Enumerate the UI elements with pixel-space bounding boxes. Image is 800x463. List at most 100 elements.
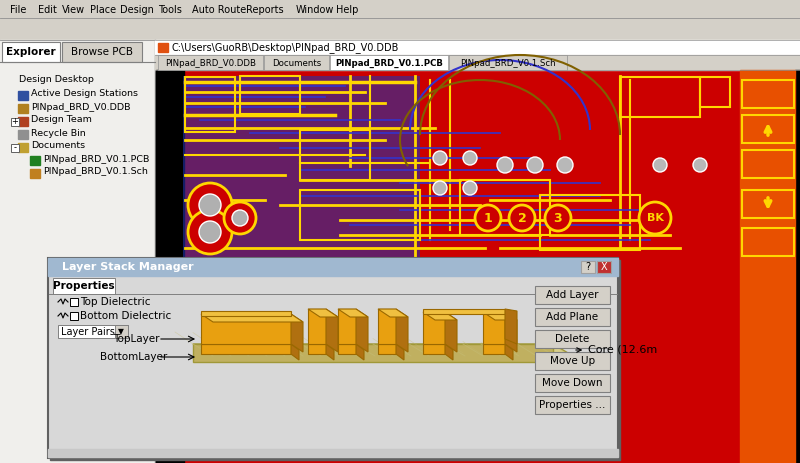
Bar xyxy=(742,190,794,218)
Text: Edit: Edit xyxy=(38,5,57,15)
Bar xyxy=(581,261,595,273)
Text: Core (12.6m: Core (12.6m xyxy=(576,345,658,355)
Bar xyxy=(742,80,794,108)
Bar xyxy=(155,55,800,70)
Polygon shape xyxy=(423,312,457,320)
Text: Design Desktop: Design Desktop xyxy=(19,75,94,83)
Bar xyxy=(2,42,60,62)
Bar xyxy=(535,308,610,326)
Text: Documents: Documents xyxy=(272,58,321,68)
Circle shape xyxy=(463,181,477,195)
Text: Properties ...: Properties ... xyxy=(539,400,606,410)
Polygon shape xyxy=(378,344,396,354)
Circle shape xyxy=(188,183,232,227)
Text: +: + xyxy=(11,118,18,126)
Text: Browse PCB: Browse PCB xyxy=(71,47,133,57)
Bar xyxy=(155,40,800,55)
Bar xyxy=(18,143,28,152)
Polygon shape xyxy=(483,344,505,354)
Bar xyxy=(70,298,78,306)
Polygon shape xyxy=(356,344,364,360)
Circle shape xyxy=(433,181,447,195)
Circle shape xyxy=(463,151,477,165)
Bar xyxy=(53,278,115,294)
Polygon shape xyxy=(445,344,453,360)
Bar xyxy=(535,352,610,370)
Bar xyxy=(597,261,611,273)
Bar xyxy=(740,70,795,463)
Bar xyxy=(185,77,235,132)
Text: ▼: ▼ xyxy=(118,327,124,337)
Text: PINpad_BRD_V0.1.PCB: PINpad_BRD_V0.1.PCB xyxy=(335,58,443,68)
Bar xyxy=(700,77,730,107)
Polygon shape xyxy=(378,309,408,317)
Bar xyxy=(11,144,19,152)
Bar xyxy=(158,43,168,52)
Text: Design Team: Design Team xyxy=(31,115,92,125)
Polygon shape xyxy=(338,309,356,344)
Text: Place: Place xyxy=(90,5,116,15)
Text: Tools: Tools xyxy=(158,5,182,15)
Text: Layer Stack Manager: Layer Stack Manager xyxy=(62,262,194,272)
Bar xyxy=(48,449,618,457)
Polygon shape xyxy=(423,309,505,314)
Polygon shape xyxy=(483,312,505,344)
Text: X: X xyxy=(601,262,607,272)
Circle shape xyxy=(545,205,571,231)
Circle shape xyxy=(188,210,232,254)
Text: -: - xyxy=(14,144,17,152)
Circle shape xyxy=(527,157,543,173)
Bar xyxy=(449,55,567,70)
Polygon shape xyxy=(423,312,445,344)
Bar xyxy=(300,190,420,240)
Bar xyxy=(30,156,40,165)
Bar xyxy=(18,91,28,100)
Polygon shape xyxy=(356,309,368,352)
Polygon shape xyxy=(396,309,408,352)
Circle shape xyxy=(232,210,248,226)
Text: PINpad_BRD_V0.1.PCB: PINpad_BRD_V0.1.PCB xyxy=(43,155,150,163)
Polygon shape xyxy=(326,344,334,360)
Bar xyxy=(50,260,620,460)
Polygon shape xyxy=(308,309,326,344)
Polygon shape xyxy=(423,344,445,354)
Bar xyxy=(742,228,794,256)
Bar xyxy=(535,286,610,304)
Polygon shape xyxy=(201,344,291,354)
Bar xyxy=(540,195,640,250)
Text: Auto Route: Auto Route xyxy=(192,5,246,15)
Bar xyxy=(0,18,800,40)
Text: C:\Users\GuoRB\Desktop\PINpad_BRD_V0.DDB: C:\Users\GuoRB\Desktop\PINpad_BRD_V0.DDB xyxy=(171,43,398,53)
Text: PINpad_BRD_V0.1.Sch: PINpad_BRD_V0.1.Sch xyxy=(43,168,148,176)
Circle shape xyxy=(224,202,256,234)
Bar xyxy=(70,312,78,320)
Polygon shape xyxy=(326,309,338,352)
Text: BottomLayer: BottomLayer xyxy=(100,352,167,362)
Circle shape xyxy=(199,221,221,243)
Text: TopLayer: TopLayer xyxy=(113,334,159,344)
Text: BK: BK xyxy=(646,213,663,223)
Bar xyxy=(156,70,184,463)
Bar xyxy=(0,40,155,463)
Polygon shape xyxy=(201,314,303,322)
Polygon shape xyxy=(193,344,573,356)
Text: Properties: Properties xyxy=(53,281,115,291)
Bar xyxy=(11,118,19,126)
Text: Recycle Bin: Recycle Bin xyxy=(31,129,86,138)
Text: Delete: Delete xyxy=(555,334,590,344)
Text: 1: 1 xyxy=(484,212,492,225)
Polygon shape xyxy=(378,309,396,344)
Circle shape xyxy=(557,157,573,173)
Bar xyxy=(742,150,794,178)
Bar xyxy=(0,0,800,18)
Circle shape xyxy=(639,202,671,234)
Polygon shape xyxy=(445,312,457,352)
Bar xyxy=(30,169,40,178)
Bar xyxy=(535,330,610,348)
Bar xyxy=(62,42,142,62)
Polygon shape xyxy=(193,344,553,362)
Polygon shape xyxy=(308,344,326,354)
Circle shape xyxy=(653,158,667,172)
Text: View: View xyxy=(62,5,85,15)
Text: Add Plane: Add Plane xyxy=(546,312,598,322)
